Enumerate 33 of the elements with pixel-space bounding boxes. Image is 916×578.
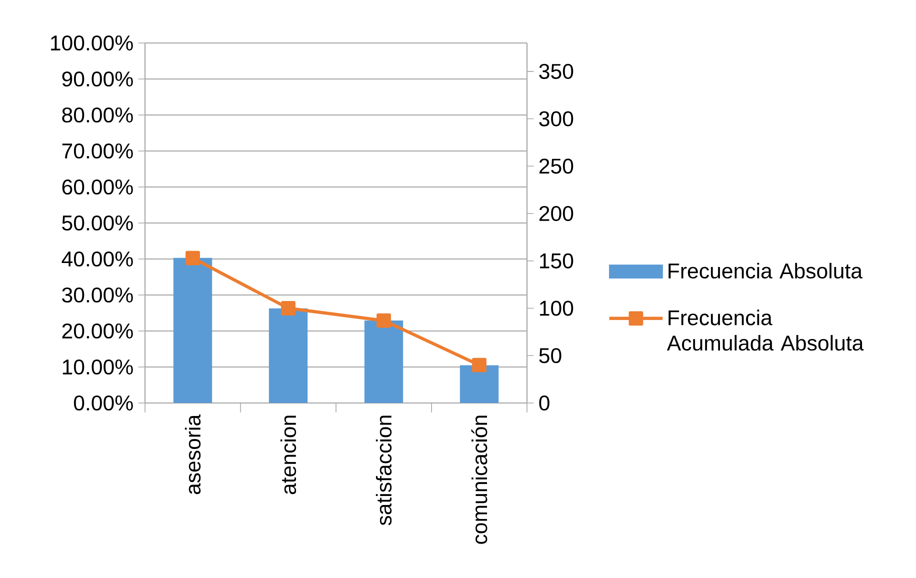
y-tick-label: 60.00%	[62, 179, 133, 195]
y2-tick-label: 50	[539, 348, 562, 364]
x-tick-label: atencion	[280, 416, 296, 494]
y2-tick-label: 350	[539, 64, 574, 79]
legend-label: Frecuencia Absoluta	[668, 262, 862, 279]
y2-tick-label: 300	[539, 111, 574, 126]
bar	[460, 365, 499, 403]
y-tick-label: 10.00%	[62, 359, 133, 375]
y-tick-label: 40.00%	[62, 251, 133, 267]
y2-tick-label: 200	[539, 206, 574, 222]
point	[376, 313, 391, 328]
y2-tick-label: 0	[539, 395, 550, 411]
point	[472, 358, 486, 372]
y-tick-label: 50.00%	[62, 215, 133, 231]
point	[281, 301, 296, 316]
x-tick-label: asesoria	[184, 414, 201, 494]
bar	[268, 308, 308, 403]
y-tick-label: 30.00%	[62, 287, 133, 303]
y-tick-label: 90.00%	[62, 71, 133, 87]
bar	[364, 320, 404, 403]
x-tick-label: satisfaccion	[376, 416, 392, 526]
y-tick-label: 80.00%	[62, 107, 133, 123]
y2-tick-label: 100	[540, 300, 574, 316]
point	[186, 250, 200, 266]
bar	[173, 258, 212, 403]
y-tick-label: 70.00%	[62, 143, 133, 159]
y-tick-label: 0.00%	[74, 395, 133, 411]
y2-tick-label: 250	[539, 158, 574, 174]
legend-label: Frecuencia Acumulada Absoluta	[666, 310, 864, 351]
y2-tick-label: 150	[540, 253, 574, 268]
y-tick-label: 20.00%	[62, 323, 133, 339]
x-tick-label: comunicación	[471, 416, 488, 544]
y-tick-label: 100.00%	[51, 35, 133, 51]
